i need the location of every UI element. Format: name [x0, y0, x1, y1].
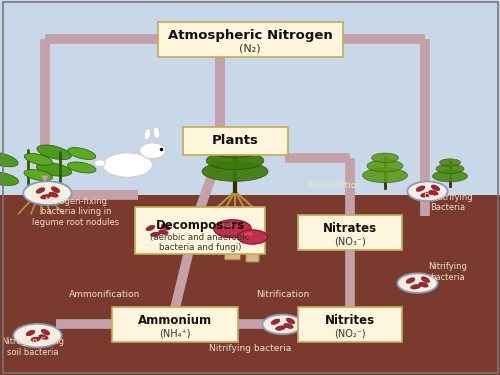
Ellipse shape	[398, 273, 438, 293]
Ellipse shape	[42, 329, 50, 335]
Ellipse shape	[429, 190, 438, 195]
Ellipse shape	[52, 187, 60, 193]
Text: Nitrates: Nitrates	[323, 222, 377, 235]
Ellipse shape	[36, 188, 45, 193]
Ellipse shape	[144, 128, 151, 140]
Ellipse shape	[40, 195, 50, 199]
Ellipse shape	[136, 220, 180, 241]
Ellipse shape	[68, 162, 96, 173]
Text: Ammonification: Ammonification	[70, 290, 140, 299]
Ellipse shape	[162, 224, 170, 230]
FancyBboxPatch shape	[112, 307, 238, 342]
FancyBboxPatch shape	[135, 207, 265, 254]
FancyBboxPatch shape	[182, 127, 288, 154]
Ellipse shape	[24, 153, 52, 165]
Ellipse shape	[416, 186, 425, 191]
Ellipse shape	[94, 160, 106, 166]
Ellipse shape	[419, 282, 428, 287]
Ellipse shape	[214, 220, 252, 238]
Ellipse shape	[153, 127, 160, 139]
Ellipse shape	[159, 230, 168, 235]
Text: Nitrogen-fixing
soil bacteria: Nitrogen-fixing soil bacteria	[1, 337, 64, 357]
Ellipse shape	[217, 135, 253, 147]
Ellipse shape	[222, 223, 233, 227]
Ellipse shape	[26, 330, 35, 336]
Ellipse shape	[410, 285, 420, 289]
Ellipse shape	[406, 278, 415, 283]
Ellipse shape	[286, 318, 294, 324]
Text: (aerobic and anaerobic
bacteria and fungi): (aerobic and anaerobic bacteria and fung…	[150, 233, 250, 252]
Text: Assimilation: Assimilation	[308, 181, 362, 190]
Ellipse shape	[206, 152, 264, 170]
Ellipse shape	[372, 153, 398, 162]
Text: Nitrogen-fixing
bacteria living in
legume root nodules: Nitrogen-fixing bacteria living in legum…	[32, 196, 120, 227]
FancyBboxPatch shape	[224, 231, 240, 260]
Ellipse shape	[211, 142, 259, 158]
Text: (NO₃⁻): (NO₃⁻)	[334, 236, 366, 246]
Text: (NO₂⁻): (NO₂⁻)	[334, 328, 366, 338]
Ellipse shape	[422, 277, 430, 283]
Bar	[0, 195, 500, 375]
Text: Decomposers: Decomposers	[156, 219, 244, 231]
FancyBboxPatch shape	[246, 239, 259, 262]
Text: Ammonium: Ammonium	[138, 314, 212, 327]
Text: Nitrites: Nitrites	[325, 314, 375, 327]
Ellipse shape	[49, 192, 58, 197]
Ellipse shape	[284, 324, 293, 328]
Ellipse shape	[238, 230, 268, 244]
Ellipse shape	[146, 225, 155, 231]
Ellipse shape	[39, 335, 48, 340]
Text: Denitrifying
Bacteria: Denitrifying Bacteria	[422, 193, 472, 212]
Text: (NH₄⁺): (NH₄⁺)	[159, 328, 191, 338]
Ellipse shape	[68, 147, 96, 159]
Ellipse shape	[436, 164, 464, 174]
FancyBboxPatch shape	[298, 307, 403, 342]
Ellipse shape	[432, 185, 440, 191]
Ellipse shape	[140, 143, 166, 159]
Ellipse shape	[362, 168, 408, 183]
Bar	[0, 0, 500, 195]
Ellipse shape	[276, 326, 285, 330]
Ellipse shape	[202, 162, 268, 182]
Ellipse shape	[420, 193, 430, 197]
Ellipse shape	[14, 324, 62, 347]
FancyBboxPatch shape	[158, 21, 342, 57]
Text: Plants: Plants	[212, 134, 258, 147]
Text: (N₂): (N₂)	[239, 43, 261, 53]
Ellipse shape	[271, 319, 280, 324]
Ellipse shape	[30, 337, 40, 342]
Ellipse shape	[150, 232, 160, 237]
Ellipse shape	[24, 170, 52, 181]
Ellipse shape	[244, 232, 253, 236]
Text: Atmospheric Nitrogen: Atmospheric Nitrogen	[168, 29, 332, 42]
Ellipse shape	[367, 160, 403, 172]
Ellipse shape	[408, 182, 448, 201]
Ellipse shape	[0, 172, 18, 186]
Ellipse shape	[0, 152, 18, 167]
Ellipse shape	[37, 145, 72, 160]
Text: Nitrifying
bacteria: Nitrifying bacteria	[428, 262, 467, 282]
Ellipse shape	[432, 170, 468, 182]
FancyBboxPatch shape	[298, 214, 403, 250]
Ellipse shape	[102, 153, 152, 177]
Text: Nitrification: Nitrification	[256, 290, 309, 299]
Ellipse shape	[24, 182, 72, 205]
Ellipse shape	[36, 163, 72, 176]
Ellipse shape	[440, 159, 460, 166]
Text: Nitrifying bacteria: Nitrifying bacteria	[209, 344, 291, 353]
Ellipse shape	[262, 315, 302, 334]
